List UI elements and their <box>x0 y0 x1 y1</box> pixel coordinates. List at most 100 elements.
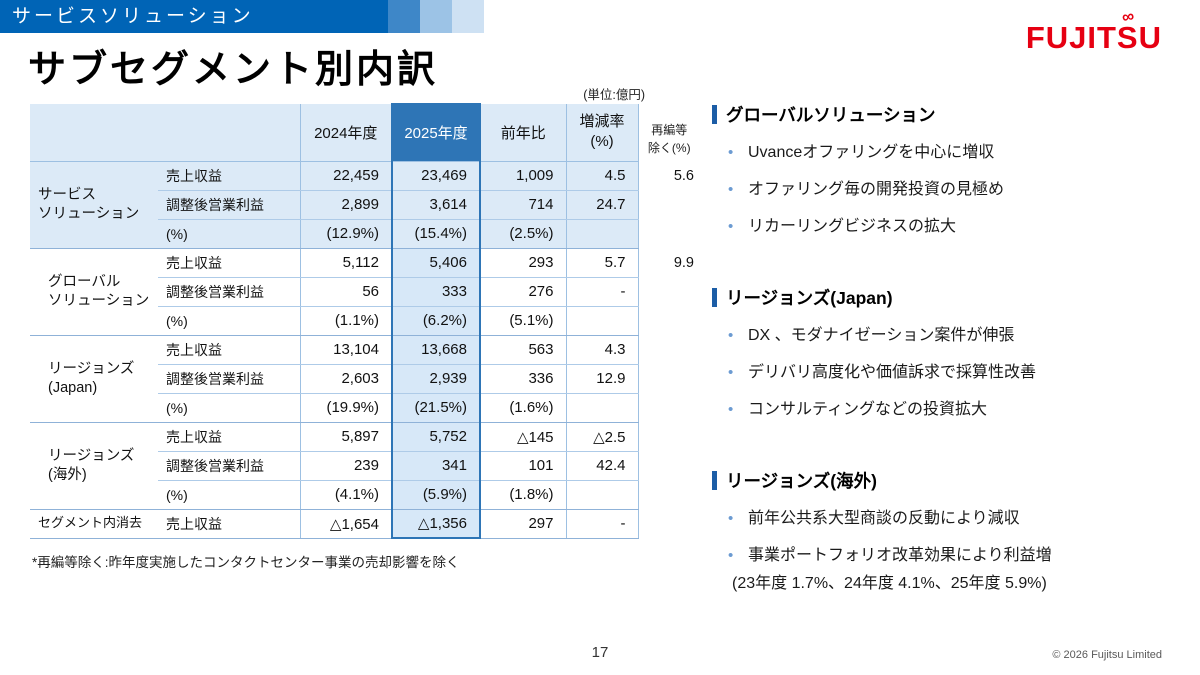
section-title-text: グローバルソリューション <box>726 105 936 125</box>
value-yoy: △145 <box>480 422 567 452</box>
fujitsu-logo-text: FUJITSU <box>1025 20 1162 55</box>
commentary-section: グローバルソリューション • Uvanceオファリングを中心に増収 • オファリング毎の… <box>712 102 1190 239</box>
value-2025: 5,752 <box>391 422 481 452</box>
value-rate <box>566 393 639 423</box>
value-rate <box>566 480 639 510</box>
value-2025: 13,668 <box>391 335 481 365</box>
bullet-text: 事業ポートフォリオ改革効果により利益増 <box>748 547 1052 564</box>
bullet-text: (23年度 1.7%、24年度 4.1%、25年度 5.9%) <box>732 575 1047 592</box>
value-2024: 2,603 <box>300 364 392 394</box>
bullet-icon: • <box>728 181 734 198</box>
segment-label: サービス ソリューション <box>30 161 158 249</box>
table-row: グローバル ソリューション 売上収益 5,112 5,406 293 5.7 9.9 <box>30 248 700 336</box>
table-row: サービス ソリューション 売上収益 22,459 23,469 1,009 4.5 5.6 <box>30 161 700 249</box>
metric-label: (%) <box>158 306 301 336</box>
value-2024: (19.9%) <box>300 393 392 423</box>
col-header-2025: 2025年度 <box>391 103 481 162</box>
table-row: 調整後営業利益 2,603 2,939 336 12.9 <box>30 364 700 394</box>
bullet-text: オファリング毎の開発投資の見極め <box>748 181 1005 198</box>
bullet-icon: • <box>728 510 734 527</box>
bullet-item: • リカーリングビジネスの拡大 <box>726 215 1190 239</box>
value-2025: (5.9%) <box>391 480 481 510</box>
metric-label: (%) <box>158 393 301 423</box>
table-row: (%) (19.9%) (21.5%) (1.6%) <box>30 393 700 423</box>
value-2025: 333 <box>391 277 481 307</box>
value-2024: 22,459 <box>300 161 392 191</box>
col-header-rate: 増減率 (%) <box>566 104 639 162</box>
value-yoy: (2.5%) <box>480 219 567 249</box>
bullet-list: • Uvanceオファリングを中心に増収 • オファリング毎の開発投資の見極め • リカー… <box>712 141 1190 239</box>
segment-label: リージョンズ (Japan) <box>30 335 158 423</box>
section-accent-bar <box>712 105 717 124</box>
bullet-icon: • <box>728 144 734 161</box>
col-header-2024: 2024年度 <box>300 104 392 162</box>
table-row: リージョンズ (Japan) 売上収益 13,104 13,668 563 4.3 <box>30 335 700 423</box>
page-number: 17 <box>591 644 609 661</box>
bullet-item: • デリバリ高度化や価値訴求で採算性改善 <box>726 361 1190 385</box>
bullet-item: • 前年公共系大型商談の反動により減収 <box>726 507 1190 531</box>
value-excl <box>638 306 700 335</box>
value-2024: (1.1%) <box>300 306 392 336</box>
value-excl <box>638 509 700 538</box>
table-row: (%) (12.9%) (15.4%) (2.5%) <box>30 219 700 249</box>
value-yoy: 293 <box>480 248 567 278</box>
metric-label: (%) <box>158 219 301 249</box>
col-header-excl-line1: 再編等 <box>651 123 688 138</box>
value-excl: 9.9 <box>673 254 694 271</box>
bullet-icon: • <box>728 401 734 418</box>
value-rate <box>566 306 639 336</box>
value-yoy: 276 <box>480 277 567 307</box>
table-row: (%) (4.1%) (5.9%) (1.8%) <box>30 480 700 510</box>
section-title: リージョンズ(海外) <box>712 468 1190 493</box>
financial-table-wrap: 2024年度 2025年度 前年比 増減率 (%) 再編等 除く(%) サービス… <box>30 103 700 539</box>
value-2024: 5,112 <box>300 248 392 278</box>
value-rate: 4.3 <box>566 335 639 365</box>
value-excl <box>638 335 700 364</box>
table-row: 調整後営業利益 239 341 101 42.4 <box>30 451 700 481</box>
metric-label: 調整後営業利益 <box>158 277 301 307</box>
bullet-text: 前年公共系大型商談の反動により減収 <box>748 510 1020 527</box>
page-title: サブセグメント別内訳 <box>28 49 439 91</box>
value-yoy: (1.6%) <box>480 393 567 423</box>
category-label: サービスソリューション <box>0 0 388 33</box>
value-excl <box>638 277 700 306</box>
bullet-icon: • <box>728 327 734 344</box>
table-header-row: 2024年度 2025年度 前年比 増減率 (%) 再編等 除く(%) <box>30 103 700 162</box>
metric-label: 売上収益 <box>158 509 301 539</box>
commentary-section: リージョンズ(Japan) • DX 、モダナイゼーション案件が伸張 • デリバリ高度化… <box>712 285 1190 422</box>
bullet-icon: • <box>728 547 734 564</box>
metric-label: (%) <box>158 480 301 510</box>
metric-label: 調整後営業利益 <box>158 190 301 220</box>
bullet-item: • コンサルティングなどの投資拡大 <box>726 398 1190 422</box>
col-header-excl: 再編等 除く(%) <box>638 104 700 161</box>
value-2025: 5,406 <box>391 248 481 278</box>
section-accent-bar <box>712 471 717 490</box>
table-corner-cell <box>30 104 301 162</box>
value-excl <box>638 364 700 393</box>
value-2024: 56 <box>300 277 392 307</box>
col-header-excl-line2: 除く(%) <box>647 140 691 155</box>
bullet-item: • 事業ポートフォリオ改革効果により利益増 <box>726 544 1190 568</box>
financial-table: 2024年度 2025年度 前年比 増減率 (%) 再編等 除く(%) サービス… <box>30 103 700 539</box>
value-rate: 42.4 <box>566 451 639 481</box>
deco-square-3 <box>452 0 484 33</box>
value-2024: 13,104 <box>300 335 392 365</box>
value-yoy: 101 <box>480 451 567 481</box>
value-2024: 5,897 <box>300 422 392 452</box>
metric-label: 売上収益 <box>158 161 301 191</box>
segment-label: グローバル ソリューション <box>30 248 158 336</box>
bullet-list: • DX 、モダナイゼーション案件が伸張 • デリバリ高度化や価値訴求で採算性改善 • コ… <box>712 324 1190 422</box>
value-2025: 3,614 <box>391 190 481 220</box>
segment-label: リージョンズ (海外) <box>30 422 158 510</box>
section-title-text: リージョンズ(海外) <box>726 471 877 491</box>
value-yoy: 297 <box>480 509 567 539</box>
section-accent-bar <box>712 288 717 307</box>
bullet-text: Uvanceオファリングを中心に増収 <box>748 144 995 161</box>
value-2024: (12.9%) <box>300 219 392 249</box>
metric-label: 売上収益 <box>158 422 301 452</box>
value-rate <box>566 219 639 249</box>
value-2024: (4.1%) <box>300 480 392 510</box>
value-2024: △1,654 <box>300 509 392 539</box>
value-rate: - <box>566 277 639 307</box>
